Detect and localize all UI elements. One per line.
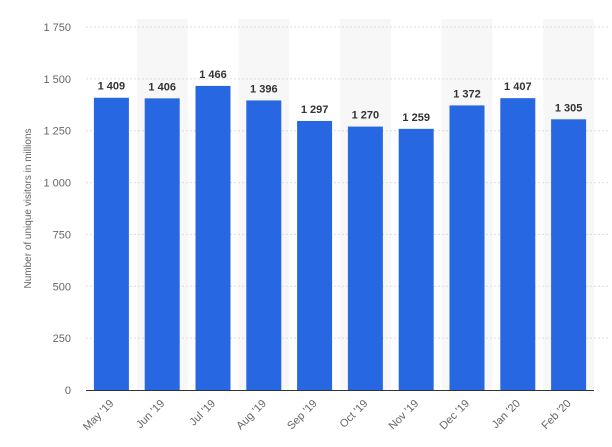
bar [398,128,434,391]
y-tick-label: 750 [53,229,71,241]
data-labels: 1 409 1 406 1 466 1 396 1 297 1 270 1 259 1 372… [98,69,583,124]
y-axis-ticks: 0 250 500 750 1 000 1 250 1 500 1 750 [43,22,71,397]
x-tick-label: Dec '19 [438,398,473,433]
y-tick-label: 1 500 [43,74,71,86]
gridlines [86,26,608,339]
x-tick-label: Jul '19 [187,398,218,429]
bar [500,98,536,390]
y-axis-label: Number of unique visitors in millions [23,128,34,288]
y-tick-label: 1 750 [43,22,71,34]
bars [93,85,587,391]
bar [246,100,282,390]
y-tick-label: 0 [65,385,71,397]
x-axis-ticks: May '19 Jun '19 Jul '19 Aug '19 Sep '19 Oct '… [81,398,574,433]
data-label: 1 270 [352,110,380,122]
bar [195,85,231,390]
y-tick-label: 500 [53,281,71,293]
x-tick-label: Jun '19 [134,398,167,431]
x-tick-label: Sep '19 [285,398,320,433]
data-label: 1 297 [301,104,329,116]
data-label: 1 409 [98,81,126,93]
x-tick-label: Oct '19 [338,398,371,431]
bar [144,98,180,390]
bar [297,120,333,390]
y-tick-label: 1 250 [43,126,71,138]
x-tick-label: Aug '19 [234,398,269,433]
bar [93,97,129,390]
x-tick-label: Feb '20 [540,398,574,432]
data-label: 1 396 [250,83,278,95]
data-label: 1 407 [504,81,532,93]
data-label: 1 372 [453,88,481,100]
x-tick-label: Jan '20 [490,398,523,431]
bar [449,105,485,391]
data-label: 1 406 [148,81,176,93]
y-tick-label: 250 [53,333,71,345]
x-tick-label: May '19 [81,398,116,433]
data-label: 1 466 [199,69,227,81]
data-label: 1 305 [555,102,583,114]
data-label: 1 259 [402,112,430,124]
x-tick-label: Nov '19 [387,398,422,433]
bar [551,119,587,390]
bar [347,126,383,391]
y-tick-label: 1 000 [43,178,71,190]
